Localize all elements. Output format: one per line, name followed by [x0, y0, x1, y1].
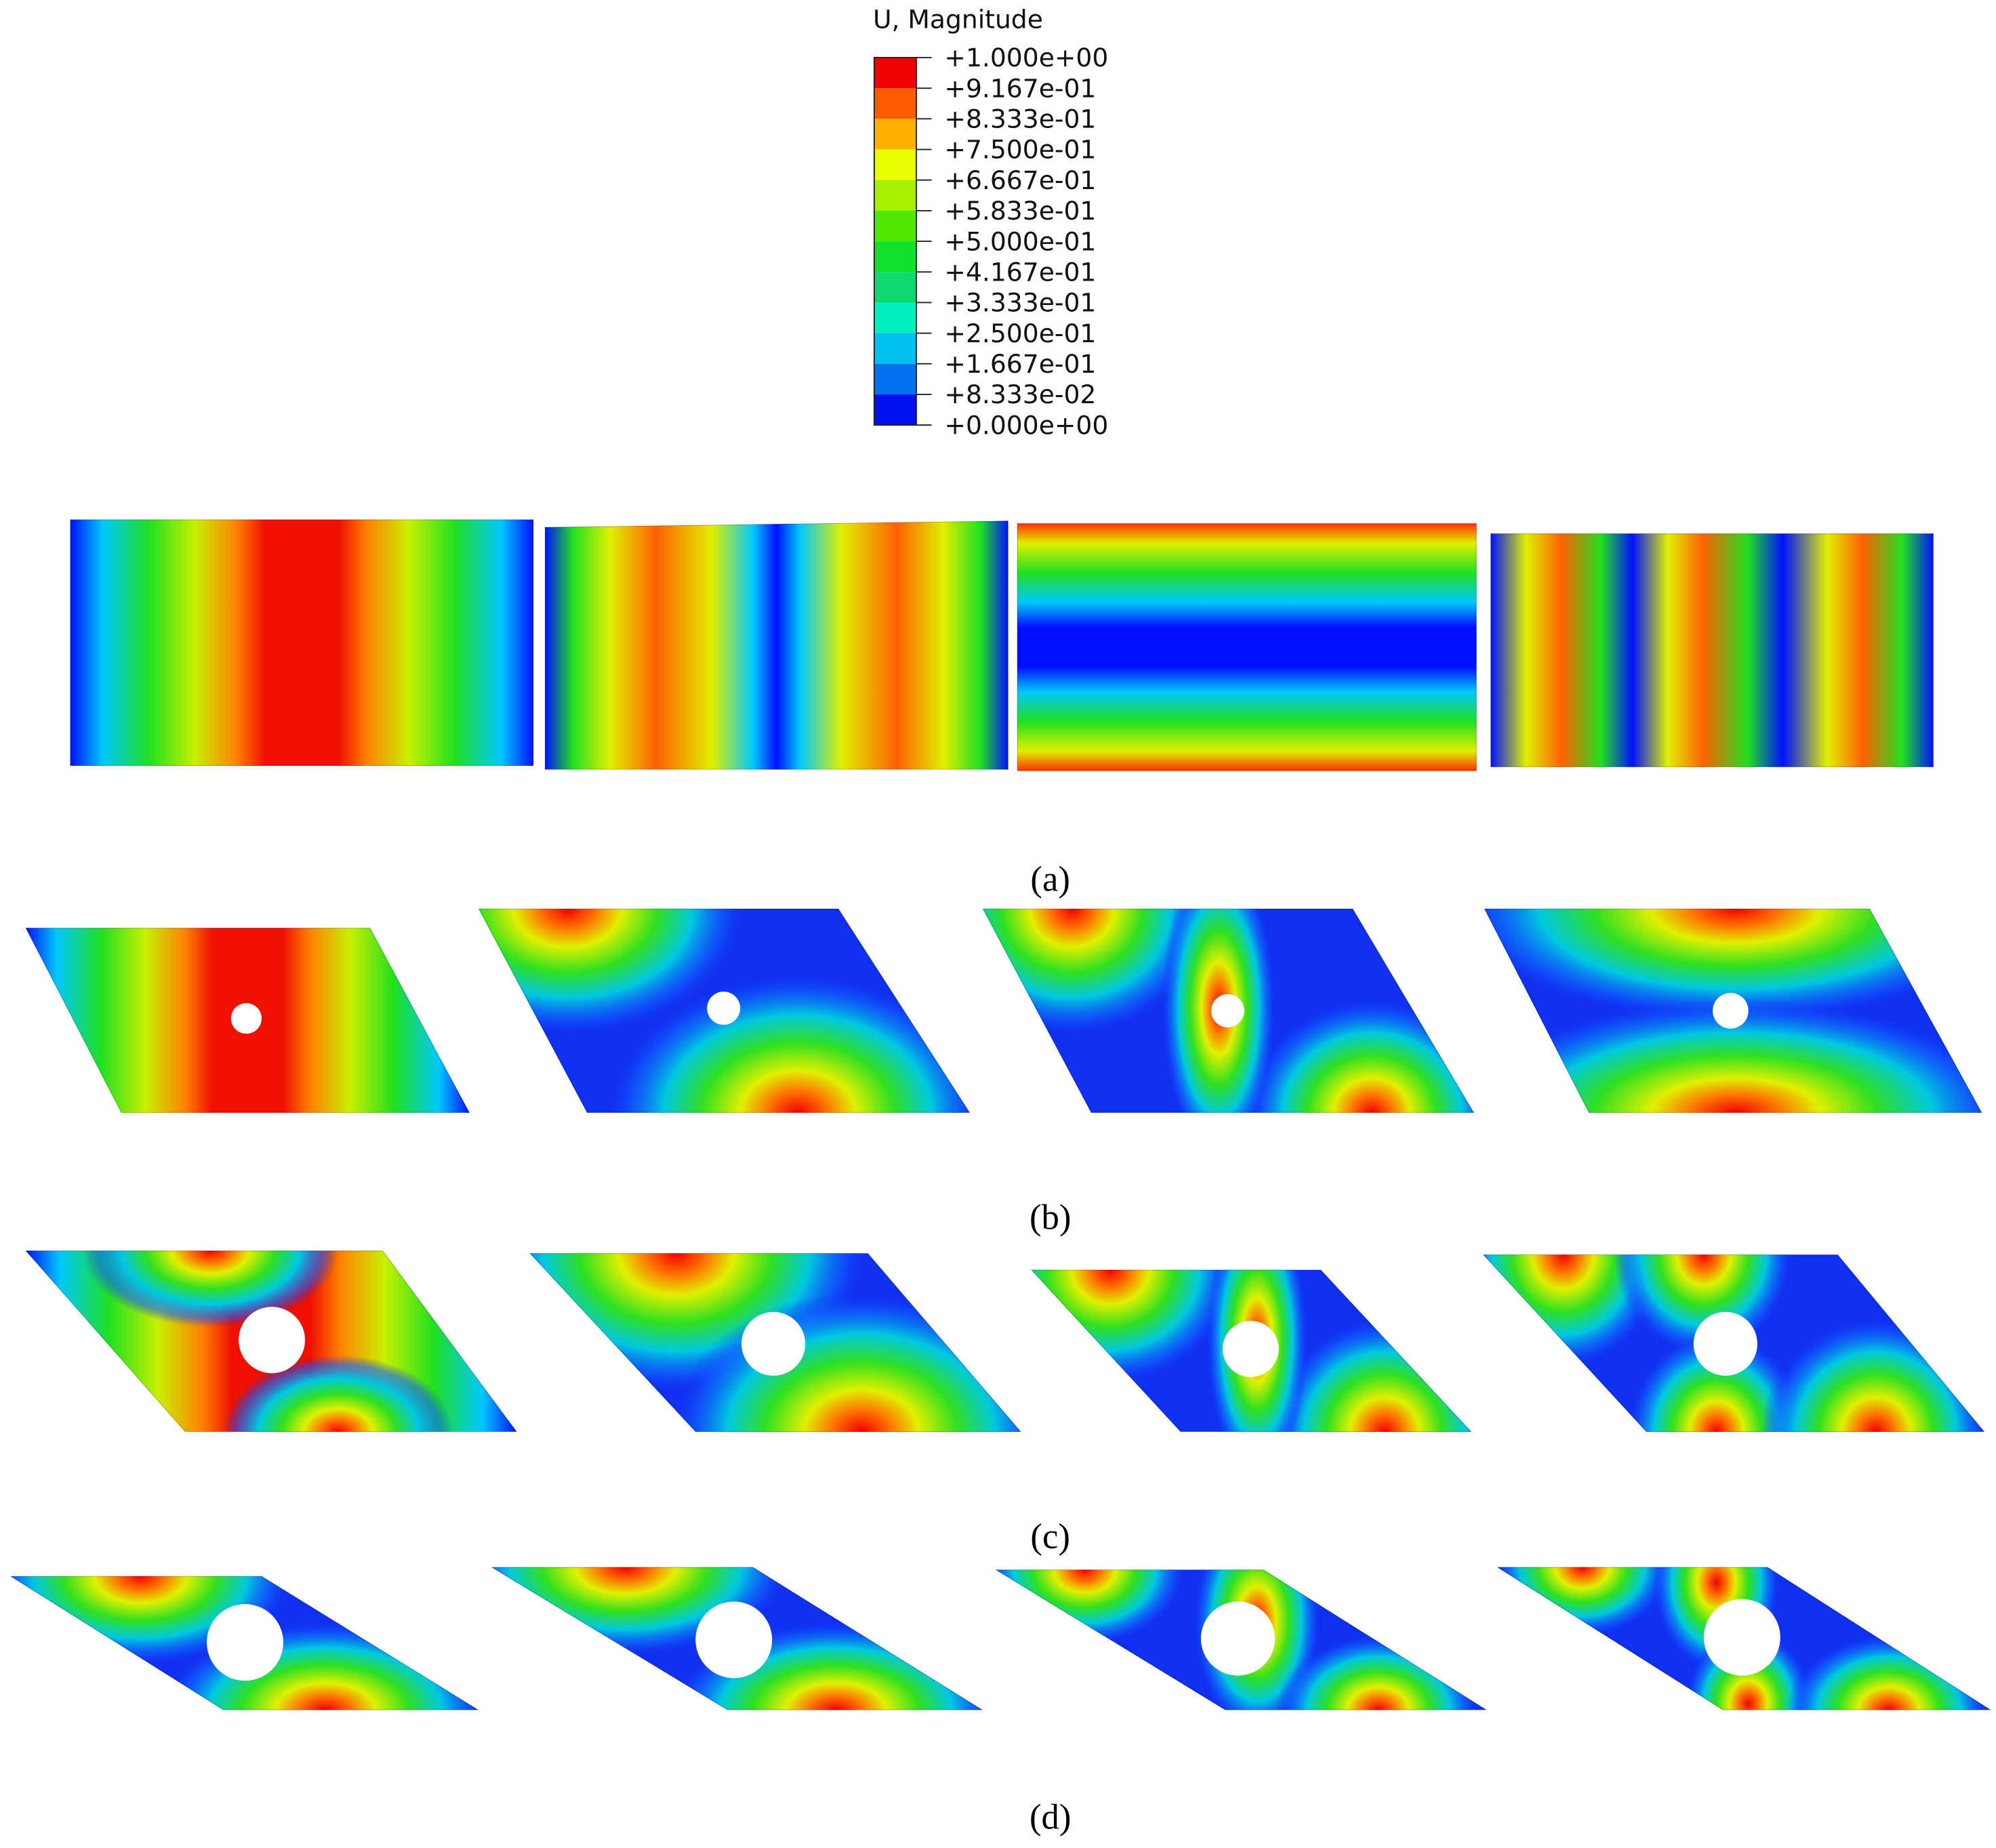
- mesh-shade: [995, 1569, 1487, 1710]
- hole: [230, 1003, 262, 1034]
- mode-shape: [70, 519, 534, 766]
- legend: +1.000e+00+9.167e-01+8.333e-01+7.500e-01…: [873, 43, 1108, 440]
- legend-band: [874, 272, 916, 303]
- legend-band: [874, 333, 916, 364]
- legend-label: +8.333e-02: [944, 379, 1096, 409]
- hole: [695, 1601, 773, 1679]
- legend-band: [874, 57, 916, 89]
- contour-spot: [1244, 998, 1474, 1113]
- mesh-shade: [25, 1250, 517, 1432]
- plate: [70, 519, 534, 766]
- legend-label: +9.167e-01: [944, 73, 1096, 103]
- legend-band: [874, 149, 916, 180]
- hole: [707, 991, 741, 1025]
- legend-label: +5.833e-01: [944, 196, 1096, 226]
- legend-label: +3.333e-01: [944, 288, 1096, 318]
- caption: (a): [1030, 860, 1070, 899]
- contour-spot: [223, 1355, 453, 1432]
- legend-label: +4.167e-01: [944, 257, 1096, 287]
- hole: [1200, 1601, 1276, 1676]
- hole: [741, 1311, 806, 1376]
- legend-label: +0.000e+00: [944, 410, 1108, 440]
- legend-title: U, Magnitude: [873, 5, 1043, 35]
- legend-band: [874, 241, 916, 272]
- contour-spot: [83, 1250, 338, 1328]
- hole: [1222, 1321, 1279, 1377]
- plate: [545, 520, 1009, 770]
- legend-band: [874, 363, 916, 395]
- plate: [1017, 523, 1477, 771]
- legend-band: [874, 119, 916, 150]
- hole: [1210, 994, 1244, 1028]
- caption: (b): [1030, 1198, 1071, 1237]
- mode-shapes: [10, 519, 1991, 1710]
- mode-shape: [1017, 523, 1477, 771]
- caption: (c): [1030, 1517, 1070, 1556]
- mode-shape: [1490, 533, 1934, 767]
- legend-label: +6.667e-01: [944, 165, 1096, 195]
- contour-spot: [1761, 1317, 1985, 1432]
- legend-band: [874, 180, 916, 211]
- legend-label: +1.000e+00: [944, 43, 1108, 73]
- caption: (d): [1030, 1798, 1071, 1837]
- legend-label: +8.333e-01: [944, 104, 1096, 134]
- mode-shape: [545, 520, 1009, 770]
- contour-spot: [606, 972, 971, 1113]
- legend-label: +1.667e-01: [944, 349, 1096, 379]
- hole: [1712, 993, 1749, 1029]
- plate: [1490, 533, 1934, 767]
- mesh-shade: [10, 1576, 479, 1710]
- legend-label: +2.500e-01: [944, 319, 1096, 348]
- legend-label: +7.500e-01: [944, 135, 1096, 165]
- contour-spot: [478, 908, 747, 1037]
- contour-spot: [1484, 908, 1982, 1024]
- hole: [239, 1307, 306, 1374]
- legend-band: [874, 302, 916, 333]
- contour-spot: [1614, 1254, 1793, 1357]
- legend-band: [874, 394, 916, 426]
- contour-spot: [1627, 1330, 1806, 1432]
- legend-band: [874, 88, 916, 119]
- mode-shape: [478, 908, 971, 1113]
- hole: [1693, 1311, 1757, 1376]
- legend-band: [874, 210, 916, 242]
- mesh-shade: [25, 928, 470, 1113]
- hole: [1703, 1599, 1780, 1676]
- contour-spot: [1484, 998, 1982, 1113]
- hole: [207, 1604, 284, 1681]
- legend-label: +5.000e-01: [944, 226, 1096, 256]
